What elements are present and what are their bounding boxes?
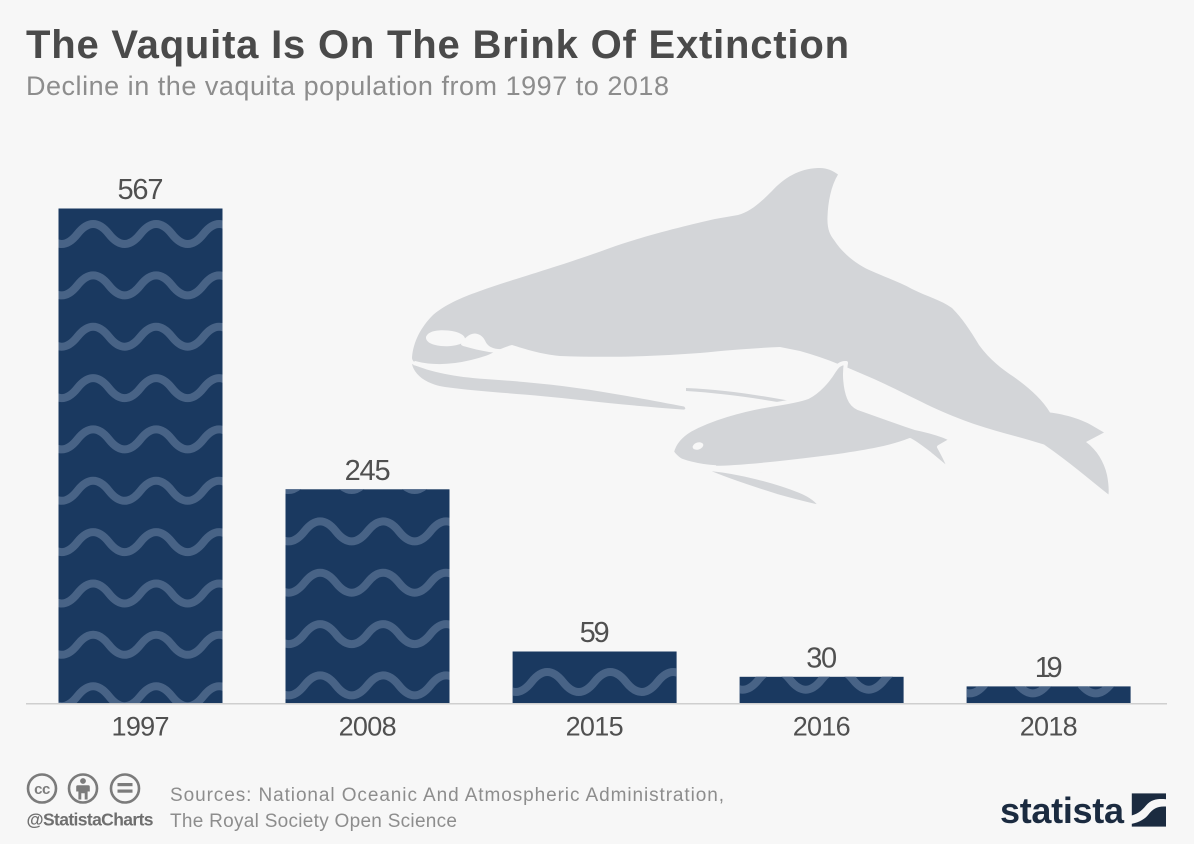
svg-text:cc: cc	[34, 781, 50, 798]
svg-text:2016: 2016	[793, 711, 851, 741]
svg-text:19: 19	[1035, 652, 1063, 684]
svg-text:statista: statista	[1000, 790, 1125, 831]
svg-text:The Royal Society Open Science: The Royal Society Open Science	[170, 811, 457, 832]
svg-text:59: 59	[580, 617, 610, 649]
svg-text:2018: 2018	[1020, 711, 1078, 741]
svg-text:@StatistaCharts: @StatistaCharts	[27, 810, 154, 830]
svg-text:Sources: National Oceanic And: Sources: National Oceanic And Atmospheri…	[170, 785, 724, 806]
svg-text:245: 245	[345, 455, 391, 487]
svg-text:The Vaquita Is On The Brink Of: The Vaquita Is On The Brink Of Extinctio…	[26, 23, 849, 67]
svg-text:30: 30	[806, 643, 837, 675]
svg-text:1997: 1997	[112, 711, 170, 741]
svg-text:567: 567	[118, 174, 164, 206]
svg-text:2008: 2008	[339, 711, 397, 741]
svg-text:Decline in the vaquita populat: Decline in the vaquita population from 1…	[26, 71, 669, 101]
svg-text:2015: 2015	[566, 711, 624, 741]
